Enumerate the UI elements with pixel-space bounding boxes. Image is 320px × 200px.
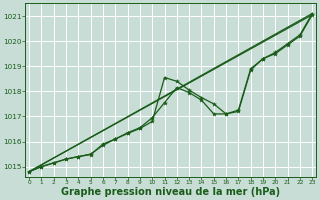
X-axis label: Graphe pression niveau de la mer (hPa): Graphe pression niveau de la mer (hPa): [61, 187, 280, 197]
